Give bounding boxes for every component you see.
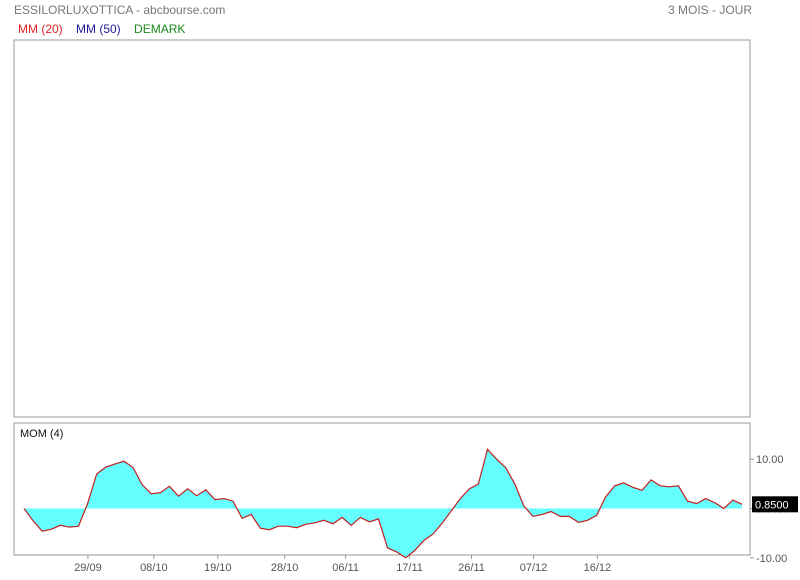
x-tick-label: 08/10 <box>140 562 168 574</box>
legend: MM (20) MM (50) DEMARK <box>18 22 195 36</box>
momentum-line <box>23 448 743 559</box>
x-tick-label: 28/10 <box>271 562 299 574</box>
momentum-area <box>24 449 742 558</box>
x-tick-label: 17/11 <box>396 562 423 574</box>
chart-title: ESSILORLUXOTTICA - abcbourse.com <box>14 3 226 17</box>
momentum-badge <box>752 496 798 513</box>
x-tick-label: 16/12 <box>584 562 612 574</box>
legend-ma50[interactable]: MM (50) <box>76 22 121 36</box>
x-tick-label: 26/11 <box>458 562 485 574</box>
mom-y-tick-label: 10.00 <box>756 454 784 466</box>
period-label[interactable]: 3 MOIS - JOUR <box>667 3 752 17</box>
momentum-title: MOM (4) <box>20 428 63 440</box>
price-panel <box>13 39 751 418</box>
mom-y-tick-label: -10.00 <box>756 553 787 565</box>
x-tick-label: 07/12 <box>520 562 548 574</box>
x-tick-label: 06/11 <box>332 562 359 574</box>
legend-demark[interactable]: DEMARK <box>134 22 186 36</box>
x-tick-label: 29/09 <box>74 562 102 574</box>
x-tick-label: 19/10 <box>204 562 232 574</box>
legend-ma20[interactable]: MM (20) <box>18 22 63 36</box>
momentum-badge-text: 0.8500 <box>755 499 789 511</box>
